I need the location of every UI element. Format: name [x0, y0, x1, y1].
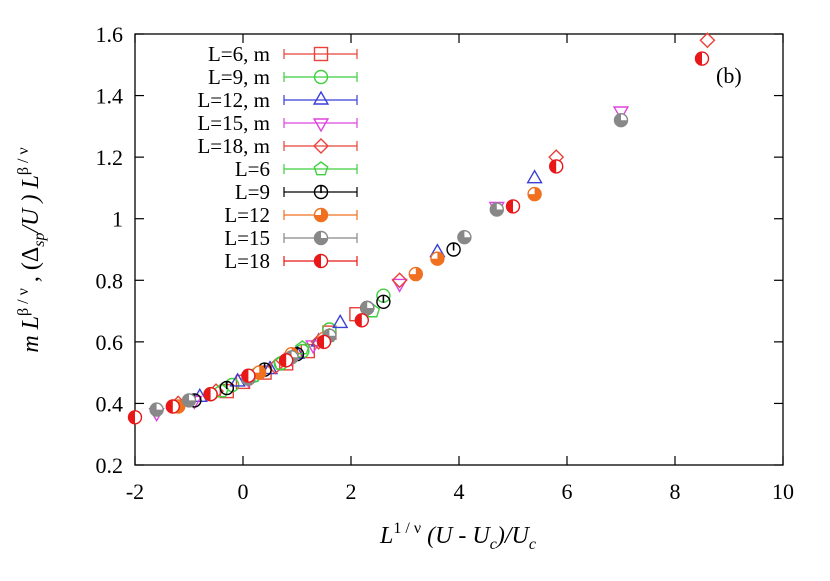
- data-point: [430, 251, 445, 266]
- legend-label: L=9, m: [208, 65, 270, 89]
- data-point: [191, 387, 208, 402]
- x-axis-title: L1 / ν (U - Uc)/Uc: [379, 520, 536, 553]
- y-axis-title: m Lβ / ν , (Δsp/U ) Lβ / ν: [15, 147, 48, 352]
- data-point: [376, 294, 391, 309]
- data-point: [360, 300, 375, 316]
- y-tick-label: 1: [112, 207, 123, 232]
- data-point: [612, 106, 630, 121]
- legend-marker: [313, 253, 329, 269]
- legend-marker: [313, 138, 329, 154]
- data-point: [332, 314, 349, 329]
- legend-label: L=6, m: [208, 42, 270, 66]
- legend-label: L=12, m: [197, 88, 270, 112]
- data-point: [457, 229, 472, 245]
- data-point: [489, 202, 504, 217]
- data-point: [505, 199, 521, 214]
- series-9: [127, 51, 710, 425]
- x-tick-label: 2: [346, 479, 357, 504]
- data-points: [127, 32, 716, 425]
- legend-entry: L=9: [235, 180, 358, 204]
- legend-label: L=12: [224, 203, 270, 227]
- x-tick-label: 8: [670, 479, 681, 504]
- legend-marker: [313, 46, 329, 62]
- legend-marker: [313, 230, 329, 246]
- data-point: [165, 399, 181, 414]
- y-tick-label: 0.4: [96, 391, 124, 416]
- data-point: [181, 393, 197, 408]
- data-point: [527, 186, 542, 202]
- x-tick-label: 6: [562, 479, 573, 504]
- legend-label: L=6: [235, 157, 270, 181]
- legend-label: L=18, m: [197, 134, 270, 158]
- legend-label: L=15, m: [197, 111, 270, 135]
- data-point: [294, 340, 310, 355]
- legend: L=6, mL=9, mL=12, mL=15, mL=18, mL=6L=9L…: [197, 42, 358, 273]
- y-tick-label: 1.4: [96, 84, 124, 109]
- data-point: [408, 266, 423, 282]
- x-tick-label: -2: [126, 479, 144, 504]
- legend-label: L=15: [224, 226, 270, 250]
- data-point: [279, 353, 294, 368]
- legend-entry: L=12: [224, 203, 358, 227]
- legend-entry: L=6: [235, 157, 358, 181]
- x-tick-label: 0: [238, 479, 249, 504]
- panel-label: (b): [716, 63, 742, 88]
- data-point: [699, 32, 716, 49]
- y-tick-label: 0.6: [96, 330, 124, 355]
- y-tick-label: 1.2: [96, 145, 124, 170]
- data-point: [252, 365, 267, 380]
- data-point: [267, 358, 284, 375]
- legend-marker: [313, 161, 329, 176]
- series-8: [149, 112, 629, 417]
- data-point: [354, 313, 369, 328]
- x-tick-label: 10: [772, 479, 794, 504]
- legend-entry: L=15, m: [197, 111, 358, 135]
- legend-entry: L=18, m: [197, 134, 358, 158]
- data-point: [446, 242, 461, 257]
- data-point: [316, 334, 332, 350]
- data-point: [241, 368, 256, 383]
- ticks: -2 0 2 4 6 8 10 0.2 0.4 0.6 0.8 1 1.2 1.4 1.6: [96, 22, 795, 504]
- data-point: [391, 278, 408, 293]
- data-point: [391, 272, 408, 289]
- y-tick-label: 0.2: [96, 453, 124, 478]
- y-tick-label: 0.8: [96, 268, 124, 293]
- legend-label: L=9: [235, 180, 270, 204]
- data-point: [203, 387, 218, 402]
- legend-marker: [313, 69, 329, 85]
- legend-entry: L=15: [224, 226, 358, 250]
- legend-marker: [313, 184, 329, 200]
- data-point: [694, 51, 710, 66]
- data-point: [219, 380, 235, 396]
- legend-marker: [312, 118, 330, 133]
- data-point: [149, 402, 164, 417]
- legend-marker: [313, 207, 329, 223]
- legend-entry: L=6, m: [208, 42, 358, 66]
- data-point: [613, 112, 629, 128]
- legend-entry: L=9, m: [208, 65, 358, 89]
- legend-entry: L=12, m: [197, 88, 358, 112]
- data-point: [526, 169, 543, 184]
- legend-marker: [312, 90, 330, 105]
- x-tick-label: 4: [454, 479, 465, 504]
- data-point: [549, 159, 564, 174]
- legend-label: L=18: [224, 249, 270, 273]
- data-point: [229, 372, 246, 387]
- legend-entry: L=18: [224, 249, 358, 273]
- data-point: [127, 410, 143, 425]
- y-tick-label: 1.6: [96, 22, 124, 47]
